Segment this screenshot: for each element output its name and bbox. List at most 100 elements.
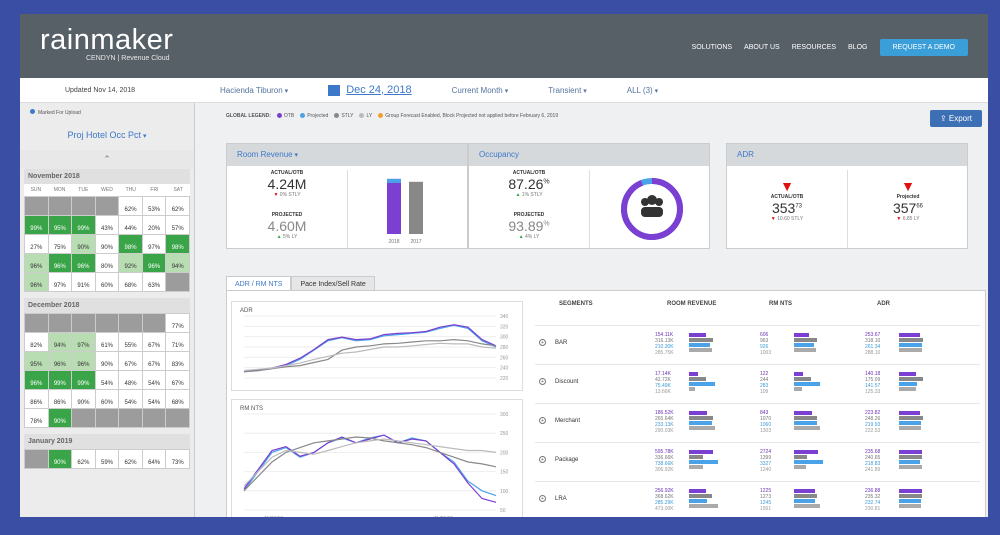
- segment-type-select[interactable]: Transient: [548, 86, 587, 95]
- property-select[interactable]: Hacienda Tiburon: [220, 86, 288, 95]
- expand-icon[interactable]: +: [539, 339, 546, 346]
- metric-select[interactable]: Proj Hotel Occ Pct: [20, 130, 194, 140]
- calendar-day[interactable]: 67%: [166, 371, 189, 389]
- nav-about-us[interactable]: ABOUT US: [744, 44, 780, 51]
- calendar-day[interactable]: 62%: [119, 450, 142, 468]
- calendar-day[interactable]: 83%: [166, 352, 189, 370]
- calendar-day[interactable]: 61%: [95, 333, 119, 351]
- calendar-day[interactable]: 95%: [25, 352, 48, 370]
- date-picker[interactable]: Dec 24, 2018: [328, 84, 412, 97]
- calendar-day[interactable]: 60%: [95, 273, 119, 291]
- calendar-day[interactable]: 99%: [72, 216, 95, 234]
- segment-nts-value: 926: [760, 344, 769, 350]
- calendar-day[interactable]: 55%: [119, 333, 142, 351]
- nav-resources[interactable]: RESOURCES: [791, 44, 837, 51]
- calendar-day[interactable]: 96%: [142, 254, 166, 272]
- calendar-day[interactable]: 82%: [25, 333, 48, 351]
- room-revenue-title[interactable]: Room Revenue: [227, 144, 467, 166]
- calendar-day[interactable]: 62%: [166, 197, 189, 215]
- calendar-day[interactable]: 53%: [142, 197, 166, 215]
- calendar-day[interactable]: 90%: [72, 235, 95, 253]
- calendar-day: [166, 273, 189, 291]
- calendar-day[interactable]: 62%: [72, 450, 95, 468]
- expand-icon[interactable]: +: [539, 378, 546, 385]
- calendar-day[interactable]: 63%: [142, 273, 166, 291]
- expand-icon[interactable]: +: [539, 495, 546, 502]
- calendar-day[interactable]: 86%: [25, 390, 48, 408]
- calendar-day[interactable]: 97%: [48, 273, 72, 291]
- segment-row[interactable]: + LRA 256.92K 368.62K 285.29K 473.00K 1225 1273…: [535, 481, 980, 517]
- calendar-day[interactable]: 94%: [48, 333, 72, 351]
- segment-row[interactable]: + Discount 17.14K 42.72K 75.49K 13.66K 122 244 2…: [535, 364, 980, 403]
- expand-icon[interactable]: +: [539, 417, 546, 424]
- nav-blog[interactable]: BLOG: [848, 44, 868, 51]
- calendar-day[interactable]: 68%: [166, 390, 189, 408]
- calendar-day[interactable]: 67%: [119, 352, 142, 370]
- calendar-day[interactable]: 57%: [166, 216, 189, 234]
- calendar-day[interactable]: 97%: [72, 333, 95, 351]
- calendar-day[interactable]: 27%: [25, 235, 48, 253]
- calendar-day[interactable]: 91%: [72, 273, 95, 291]
- calendar-day[interactable]: 95%: [48, 216, 72, 234]
- calendar-day[interactable]: 48%: [119, 371, 142, 389]
- calendar-day[interactable]: 96%: [25, 273, 48, 291]
- calendar-day[interactable]: 94%: [166, 254, 189, 272]
- calendar-day[interactable]: 97%: [142, 235, 166, 253]
- segment-name: Merchant: [555, 418, 581, 424]
- calendar-day[interactable]: 44%: [119, 216, 142, 234]
- calendar-day[interactable]: 96%: [48, 352, 72, 370]
- calendar-day[interactable]: 99%: [48, 371, 72, 389]
- calendar-day[interactable]: 68%: [119, 273, 142, 291]
- calendar-day[interactable]: 90%: [95, 235, 119, 253]
- calendar-day[interactable]: 90%: [48, 450, 72, 468]
- logo[interactable]: rainmaker CENDYN | Revenue Cloud: [40, 24, 173, 62]
- segment-rev-bars: [689, 333, 719, 353]
- request-demo-button[interactable]: REQUEST A DEMO: [879, 39, 968, 56]
- calendar-day[interactable]: 96%: [48, 254, 72, 272]
- calendar-day[interactable]: 54%: [142, 371, 166, 389]
- calendar-day[interactable]: 43%: [95, 216, 119, 234]
- calendar-day[interactable]: 67%: [142, 333, 166, 351]
- calendar-day[interactable]: 62%: [119, 197, 142, 215]
- expand-icon[interactable]: +: [539, 456, 546, 463]
- calendar-day[interactable]: 73%: [166, 450, 189, 468]
- calendar-day[interactable]: 99%: [72, 371, 95, 389]
- segment-row[interactable]: + BAR 154.11K 316.13K 210.30K 285.75K 606 963 92…: [535, 325, 980, 364]
- calendar-day[interactable]: 96%: [25, 371, 48, 389]
- calendar-day[interactable]: 98%: [166, 235, 189, 253]
- calendar-day[interactable]: 86%: [48, 390, 72, 408]
- calendar-day[interactable]: 99%: [25, 216, 48, 234]
- calendar-day[interactable]: 78%: [25, 409, 48, 427]
- calendar-day[interactable]: 59%: [95, 450, 119, 468]
- calendar-day[interactable]: 92%: [119, 254, 142, 272]
- calendar-day[interactable]: 96%: [72, 352, 95, 370]
- calendar-day[interactable]: 80%: [95, 254, 119, 272]
- calendar-day[interactable]: 96%: [25, 254, 48, 272]
- calendar-day[interactable]: 54%: [95, 371, 119, 389]
- calendar-day[interactable]: 90%: [72, 390, 95, 408]
- adr-proj-cents: 66: [916, 203, 924, 210]
- calendar-day[interactable]: 54%: [119, 390, 142, 408]
- segment-rev-value: 42.72K: [655, 377, 671, 383]
- segment-row[interactable]: + Package 595.78K 336.66K 738.66K 306.92K 2724…: [535, 442, 980, 481]
- calendar-day[interactable]: 60%: [95, 390, 119, 408]
- weekday-label: FRI: [150, 187, 159, 193]
- nav-solutions[interactable]: SOLUTIONS: [691, 44, 733, 51]
- export-button[interactable]: ⇪ Export: [929, 110, 982, 127]
- calendar-day[interactable]: 90%: [95, 352, 119, 370]
- calendar-day[interactable]: 71%: [166, 333, 189, 351]
- calendar-day[interactable]: 96%: [72, 254, 95, 272]
- chevron-up-icon[interactable]: ⌃: [20, 150, 194, 169]
- segment-row[interactable]: + Merchant 186.52K 265.64K 233.13K 290.03K 843…: [535, 403, 980, 442]
- calendar-day[interactable]: 54%: [142, 390, 166, 408]
- calendar-day[interactable]: 64%: [142, 450, 166, 468]
- calendar-day[interactable]: 90%: [48, 409, 72, 427]
- calendar-day[interactable]: 67%: [142, 352, 166, 370]
- period-select[interactable]: Current Month: [452, 86, 509, 95]
- filter-select[interactable]: ALL (3): [627, 86, 658, 95]
- calendar-day[interactable]: 77%: [166, 314, 189, 332]
- segment-rev-value: 285.29K: [655, 500, 674, 506]
- calendar-day[interactable]: 75%: [48, 235, 72, 253]
- calendar-day[interactable]: 98%: [119, 235, 142, 253]
- calendar-day[interactable]: 20%: [142, 216, 166, 234]
